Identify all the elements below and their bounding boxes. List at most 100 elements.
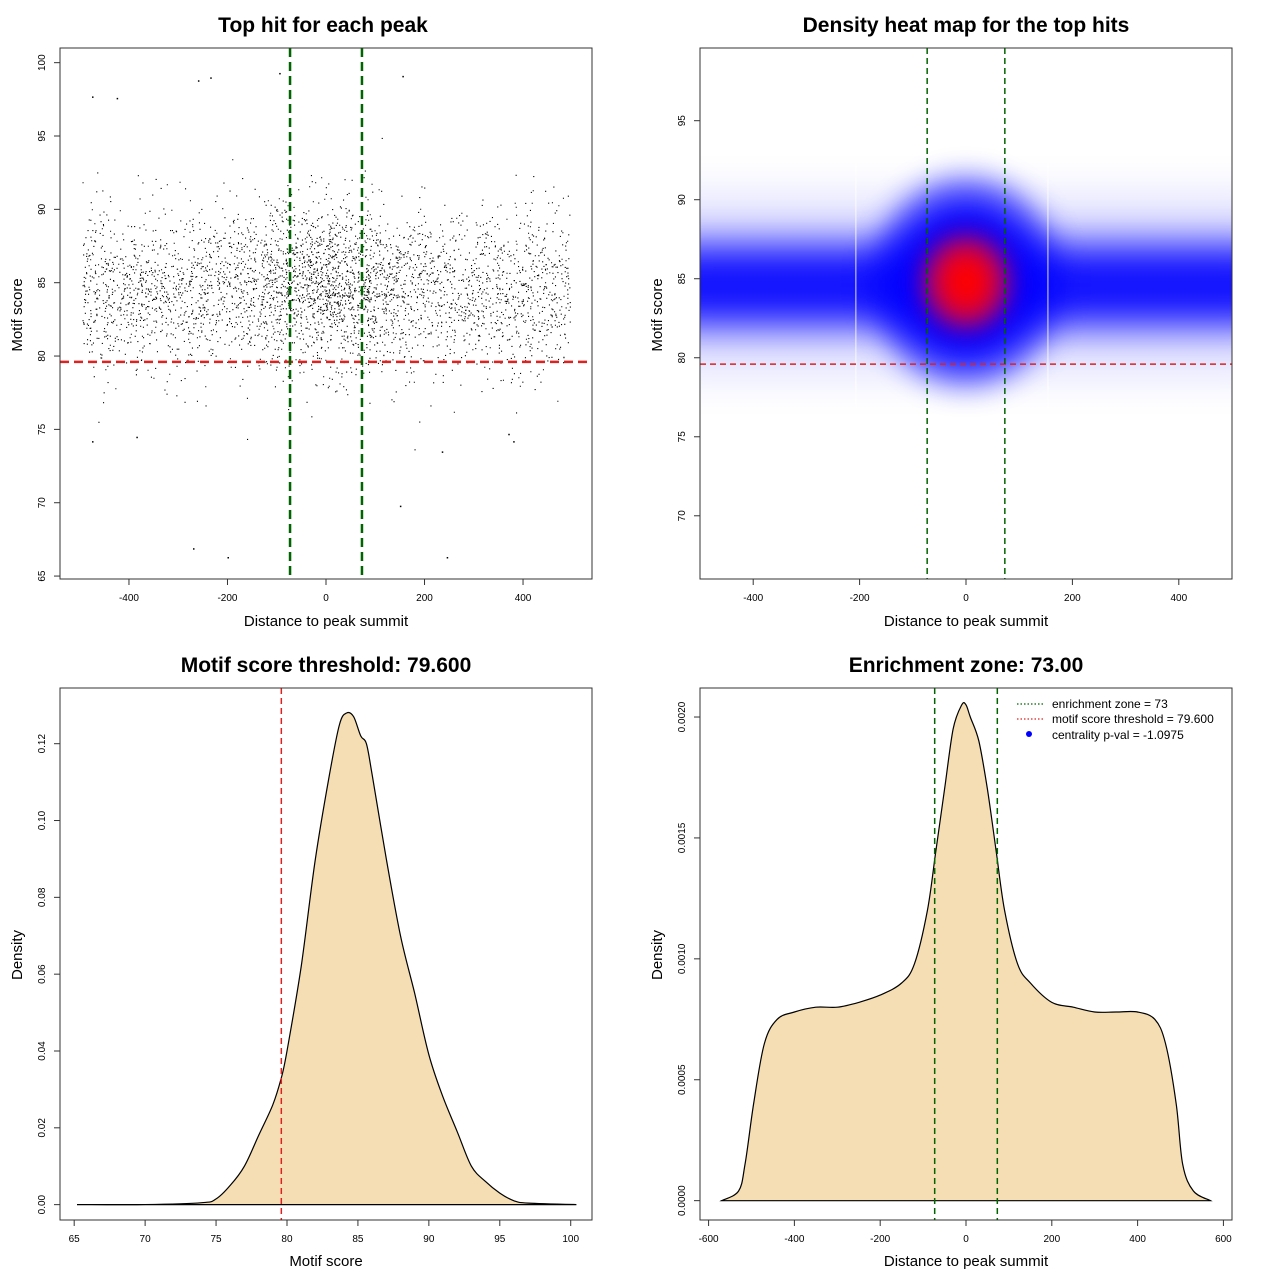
x-tick-label: -400 [743, 593, 763, 604]
scatter-reference-lines [60, 48, 592, 579]
x-tick-label: 400 [515, 593, 532, 604]
x-tick-label: 70 [140, 1234, 152, 1245]
x-tick-label: 200 [1043, 1234, 1060, 1245]
x-tick-label: 200 [416, 593, 433, 604]
score-density-axes: 65 70 75 80 85 90 95 100 0.00 0.02 0.04 0.06 0.08 0.1… [37, 734, 579, 1245]
x-tick-label: 75 [210, 1234, 222, 1245]
y-tick-label: 80 [677, 352, 688, 364]
y-tick-label: 70 [37, 497, 48, 509]
scatter-xlabel: Distance to peak summit [244, 613, 409, 630]
panel-scatter: Top hit for each peak Distance to peak s… [9, 14, 593, 630]
y-tick-label: 75 [37, 423, 48, 435]
legend-label-enrichment-zone: enrichment zone = 73 [1052, 697, 1168, 711]
score-density-title: Motif score threshold: 79.600 [181, 654, 472, 677]
y-tick-label: 85 [677, 273, 688, 285]
density-area-fill [721, 702, 1211, 1201]
y-tick-label: 70 [677, 510, 688, 522]
scatter-ylabel: Motif score [9, 278, 26, 351]
legend-label-threshold: motif score threshold = 79.600 [1052, 712, 1214, 726]
scatter-outlier-point [193, 548, 195, 550]
distance-density-xlabel: Distance to peak summit [884, 1253, 1049, 1270]
y-tick-label: 0.10 [37, 810, 48, 830]
y-tick-label: 95 [37, 130, 48, 142]
scatter-point-cloud [82, 137, 571, 451]
scatter-outlier-point [92, 441, 94, 443]
y-tick-label: 90 [37, 203, 48, 215]
heatmap-density-field [700, 48, 1232, 579]
scatter-outlier-point [116, 97, 119, 100]
distance-density-legend: enrichment zone = 73 motif score thresho… [1017, 697, 1214, 742]
heatmap-axes: -400 -200 0 200 400 70 75 80 85 90 95 [677, 115, 1188, 604]
x-tick-label: -400 [784, 1234, 804, 1245]
x-tick-label: -200 [217, 593, 237, 604]
y-tick-label: 95 [677, 115, 688, 127]
x-tick-label: 95 [494, 1234, 506, 1245]
density-area-fill [77, 712, 577, 1205]
scatter-axes: -400 -200 0 200 400 65 70 75 80 85 90 95 100 [37, 54, 532, 604]
scatter-outlier-point [441, 451, 444, 453]
distance-density-reference-lines [933, 688, 999, 1220]
y-tick-label: 0.0010 [677, 943, 688, 974]
x-tick-label: -200 [850, 593, 870, 604]
scatter-outlier-point [446, 556, 449, 559]
y-tick-label: 0.0000 [677, 1185, 688, 1216]
scatter-outlier-point [279, 72, 281, 75]
x-tick-label: 600 [1215, 1234, 1232, 1245]
density-outline [76, 711, 577, 1206]
y-tick-label: 90 [677, 194, 688, 206]
scatter-outlier-point [227, 556, 229, 559]
y-tick-label: 0.0020 [677, 701, 688, 732]
distance-density-curve [719, 702, 1213, 1202]
x-tick-label: -600 [699, 1234, 719, 1245]
x-tick-label: 80 [281, 1234, 293, 1245]
scatter-outlier-point [399, 505, 402, 508]
distance-density-axes: -600 -400 -200 0 200 400 600 0.0000 0.0005 0.0010… [677, 701, 1232, 1245]
score-density-xlabel: Motif score [289, 1253, 362, 1270]
x-tick-label: 85 [352, 1234, 364, 1245]
heatmap-center-red-peak [936, 247, 996, 316]
y-tick-label: 0.08 [37, 887, 48, 907]
x-tick-label: 100 [562, 1234, 579, 1245]
x-tick-label: -200 [870, 1234, 890, 1245]
y-tick-label: 0.02 [37, 1118, 48, 1138]
x-tick-label: 200 [1064, 593, 1081, 604]
x-tick-label: 0 [963, 593, 969, 604]
distance-density-title: Enrichment zone: 73.00 [849, 654, 1084, 677]
y-tick-label: 85 [37, 277, 48, 289]
score-density-curve [76, 711, 577, 1206]
x-tick-label: 90 [423, 1234, 435, 1245]
scatter-outlier-point [513, 441, 515, 443]
y-tick-label: 0.06 [37, 964, 48, 984]
density-outline [719, 702, 1213, 1202]
y-tick-label: 100 [37, 54, 48, 71]
scatter-outlier-point [197, 80, 200, 82]
score-density-ylabel: Density [9, 929, 26, 980]
scatter-outlier-point [508, 433, 510, 436]
x-tick-label: 400 [1129, 1234, 1146, 1245]
y-tick-label: 0.12 [37, 734, 48, 754]
x-tick-label: 0 [963, 1234, 969, 1245]
x-tick-label: -400 [119, 593, 139, 604]
y-tick-label: 0.04 [37, 1041, 48, 1061]
x-tick-label: 400 [1170, 593, 1187, 604]
legend-point-pval [1026, 731, 1032, 737]
legend-label-pval: centrality p-val = -1.0975 [1052, 728, 1184, 742]
heatmap-reference-lines [700, 48, 1232, 579]
panel-score-density: Motif score threshold: 79.600 Motif scor… [9, 654, 593, 1270]
x-tick-label: 0 [323, 593, 329, 604]
y-tick-label: 65 [37, 570, 48, 582]
panel-distance-density: Enrichment zone: 73.00 Distance to peak … [649, 654, 1233, 1270]
y-tick-label: 0.00 [37, 1194, 48, 1214]
y-tick-label: 0.0005 [677, 1064, 688, 1095]
scatter-title: Top hit for each peak [218, 14, 428, 37]
scatter-outlier-point [210, 77, 212, 79]
y-tick-label: 75 [677, 431, 688, 443]
panel-heatmap: Density heat map for the top hits Distan… [649, 14, 1233, 630]
scatter-outlier-point [136, 436, 138, 439]
heatmap-title: Density heat map for the top hits [803, 14, 1130, 37]
scatter-outlier-point [402, 75, 404, 78]
heatmap-ylabel: Motif score [649, 278, 666, 351]
scatter-points [82, 72, 571, 559]
y-tick-label: 0.0015 [677, 822, 688, 853]
